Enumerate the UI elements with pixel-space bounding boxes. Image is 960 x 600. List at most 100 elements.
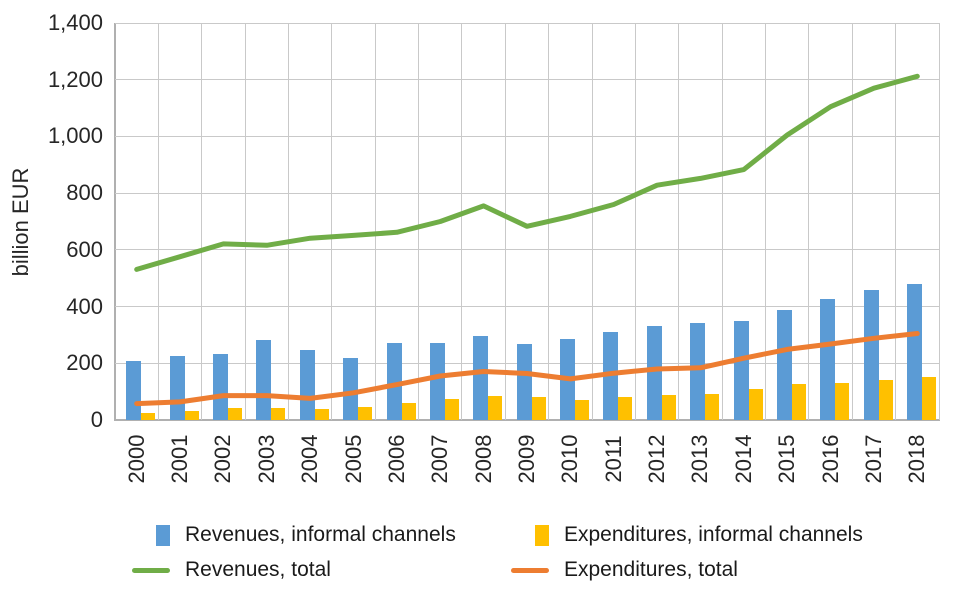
gridline-horizontal-1400	[115, 22, 939, 24]
bar-revenues-informal-channels-2007	[429, 342, 445, 420]
gridline-horizontal-1000	[115, 135, 939, 137]
x-tick-label-2018: 2018	[904, 434, 930, 484]
legend-item-expenditures-informal-channels: Expenditures, informal channels	[477, 521, 863, 549]
bar-expenditures-informal-channels-2008	[488, 396, 503, 420]
bar-revenues-informal-channels-2004	[299, 350, 315, 420]
bar-expenditures-informal-channels-2006	[401, 403, 416, 420]
gridline-vertical-12	[634, 23, 636, 420]
x-tick-label-2001: 2001	[167, 434, 193, 484]
y-tick-label-400: 400	[66, 293, 103, 319]
bar-revenues-informal-channels-2013	[690, 323, 706, 420]
gridline-vertical-15	[765, 23, 767, 420]
gridline-horizontal-600	[115, 249, 939, 251]
bar-expenditures-informal-channels-2015	[791, 384, 806, 420]
bar-expenditures-informal-channels-2012	[661, 395, 676, 420]
bar-revenues-informal-channels-2003	[256, 340, 272, 420]
gridline-vertical-18	[895, 23, 897, 420]
bar-revenues-informal-channels-2015	[776, 310, 792, 420]
gridline-horizontal-1200	[115, 79, 939, 81]
gridline-vertical-6	[374, 23, 376, 420]
x-tick-label-2012: 2012	[644, 434, 670, 484]
revenues-total-line	[134, 73, 920, 272]
legend-swatch-cell	[98, 524, 170, 546]
gridline-vertical-16	[808, 23, 810, 420]
bar-revenues-informal-channels-2014	[733, 321, 749, 420]
legend-label-expenditures-informal-channels: Expenditures, informal channels	[564, 523, 863, 546]
x-tick-label-2009: 2009	[514, 434, 539, 484]
bar-revenues-informal-channels-2002	[213, 354, 229, 420]
bar-expenditures-informal-channels-2013	[705, 394, 720, 420]
legend-label-revenues-informal-channels: Revenues, informal channels	[185, 523, 456, 546]
legend-swatch-expenditures-total	[511, 567, 549, 573]
plot-area	[114, 22, 940, 421]
bar-expenditures-informal-channels-2002	[228, 408, 243, 420]
bar-expenditures-informal-channels-2016	[835, 383, 850, 420]
bar-revenues-informal-channels-2006	[386, 343, 402, 420]
legend-swatch-cell	[477, 567, 549, 573]
legend: Revenues, informal channels Expenditures…	[0, 521, 960, 584]
y-tick-label-600: 600	[66, 236, 103, 262]
bar-expenditures-informal-channels-2000	[141, 412, 156, 420]
x-tick-label-2007: 2007	[427, 434, 453, 484]
x-tick-label-2004: 2004	[297, 434, 323, 484]
legend-swatch-cell	[477, 524, 549, 546]
x-tick-label-2014: 2014	[730, 434, 756, 484]
legend-label-revenues-total: Revenues, total	[185, 558, 331, 581]
expenditures-total-line	[134, 331, 920, 407]
bar-revenues-informal-channels-2016	[820, 298, 836, 420]
bar-expenditures-informal-channels-2011	[618, 397, 633, 420]
gridline-vertical-9	[504, 23, 506, 420]
bar-expenditures-informal-channels-2005	[358, 406, 373, 420]
legend-item-revenues-total: Revenues, total	[98, 556, 477, 584]
bar-expenditures-informal-channels-2010	[575, 399, 590, 420]
y-tick-label-1-000: 1,000	[47, 123, 103, 149]
legend-swatch-revenues-total	[132, 567, 170, 573]
x-tick-label-2013: 2013	[687, 434, 713, 484]
x-axis-line	[114, 419, 940, 421]
y-tick-label-0: 0	[90, 407, 103, 432]
x-tick-label-2008: 2008	[470, 434, 496, 484]
x-tick-label-2011: 2011	[600, 435, 626, 483]
x-tick-label-2006: 2006	[383, 434, 409, 484]
gridline-vertical-14	[721, 23, 723, 420]
x-tick-label-2000: 2000	[123, 434, 149, 484]
y-tick-label-200: 200	[66, 350, 103, 376]
bar-expenditures-informal-channels-2018	[922, 377, 937, 420]
gridline-vertical-7	[418, 23, 420, 420]
bar-revenues-informal-channels-2018	[907, 284, 923, 420]
gridline-vertical-5	[331, 23, 333, 420]
bar-revenues-informal-channels-2017	[863, 290, 879, 420]
gridline-vertical-3	[244, 23, 246, 420]
gridline-vertical-11	[591, 23, 593, 420]
y-axis-line	[114, 23, 116, 420]
gridline-vertical-13	[678, 23, 680, 420]
bar-revenues-informal-channels-2008	[473, 335, 489, 420]
x-tick-label-2017: 2017	[860, 434, 886, 484]
y-tick-label-800: 800	[66, 180, 103, 206]
bar-expenditures-informal-channels-2003	[271, 408, 286, 420]
bar-expenditures-informal-channels-2009	[531, 397, 546, 420]
legend-swatch-expenditures-informal-channels	[535, 524, 549, 546]
x-tick-label-2003: 2003	[253, 434, 279, 484]
line-series-layer	[134, 73, 920, 407]
gridline-horizontal-800	[115, 192, 939, 194]
gridline-horizontal-400	[115, 306, 939, 308]
bar-revenues-informal-channels-2005	[343, 357, 359, 420]
gridline-vertical-2	[201, 23, 203, 420]
x-tick-label-2016: 2016	[817, 434, 843, 484]
legend-item-revenues-informal-channels: Revenues, informal channels	[98, 521, 477, 549]
y-tick-label-1-200: 1,200	[47, 66, 103, 92]
bar-revenues-informal-channels-2009	[516, 344, 532, 420]
y-tick-label-1-400: 1,400	[47, 10, 103, 35]
x-tick-label-2015: 2015	[774, 434, 800, 484]
legend-label-expenditures-total: Expenditures, total	[564, 558, 738, 581]
bar-revenues-informal-channels-2012	[646, 326, 662, 420]
bar-expenditures-informal-channels-2014	[748, 388, 763, 420]
x-tick-label-2010: 2010	[557, 434, 583, 484]
x-tick-label-2005: 2005	[340, 434, 366, 484]
legend-swatch-cell	[98, 567, 170, 573]
legend-swatch-revenues-informal-channels	[156, 524, 170, 546]
bar-expenditures-informal-channels-2004	[314, 409, 329, 420]
bar-expenditures-informal-channels-2017	[878, 380, 893, 420]
